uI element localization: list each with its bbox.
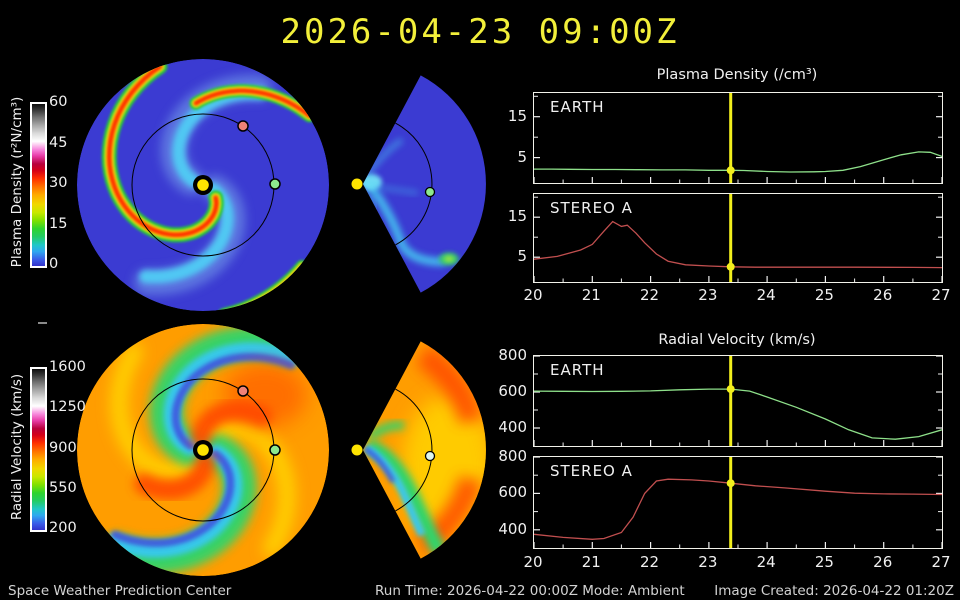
velocity-meridional-wedge	[351, 341, 486, 559]
y-tick-label: 5	[517, 247, 527, 266]
velocity-wedge-streaks	[363, 344, 486, 556]
earth-marker	[424, 450, 436, 462]
velocity-colorbar-label: Radial Velocity (km/s)	[9, 373, 25, 521]
sun-icon	[351, 178, 363, 190]
colorbar-tick-label: 0	[49, 256, 59, 272]
earth-marker	[424, 186, 436, 198]
colorbar-tick-label: 45	[49, 135, 68, 151]
colorbar-tick-label: 15	[49, 216, 68, 232]
y-tick-label: 800	[498, 447, 527, 465]
y-tick-label: 600	[498, 483, 527, 502]
earth-orbit-arc	[395, 388, 433, 512]
page-title: 2026-04-23 09:00Z	[280, 12, 680, 52]
cir-arm-red	[107, 65, 219, 237]
footer-run-time: Run Time: 2026-04-22 00:00Z Mode: Ambien…	[375, 583, 685, 599]
current-time-marker-dot	[726, 385, 735, 394]
density-earth-panel: EARTH	[533, 92, 943, 184]
blue-core	[111, 450, 235, 547]
x-tick-label: 27	[931, 286, 951, 304]
current-time-marker-dot	[726, 479, 735, 488]
y-tick-label: 400	[498, 418, 527, 436]
blue-core	[171, 353, 295, 450]
fast-stream-blob	[223, 363, 307, 427]
x-tick-label: 27	[931, 553, 951, 571]
x-tick-label: 22	[640, 553, 660, 571]
density-series-line	[534, 151, 942, 173]
y-tick-label: 400	[498, 519, 527, 538]
colorbar-tick-label: 900	[49, 440, 77, 456]
yellow-band	[110, 342, 205, 481]
yellow-band	[201, 419, 296, 558]
earth-marker	[269, 444, 281, 456]
panel-label: STEREO A	[550, 462, 633, 480]
velocity-series-line	[534, 478, 942, 540]
y-tick-label: 5	[517, 147, 527, 166]
y-tick-label: 600	[498, 382, 527, 400]
x-tick-label: 25	[814, 553, 834, 571]
panel-label: STEREO A	[550, 199, 633, 217]
colorbar-tick-label: 1600	[49, 359, 86, 375]
stereo-a-marker	[237, 120, 249, 132]
fast-stream-core	[134, 451, 216, 500]
colorbar-tick-label: 30	[49, 175, 68, 191]
panel-label: EARTH	[550, 98, 605, 116]
density-colorbar-gradient	[30, 102, 47, 268]
x-tick-label: 22	[640, 286, 660, 304]
colorbar-tick-label: 60	[49, 94, 68, 110]
sun-icon	[197, 179, 209, 191]
x-tick-label: 21	[581, 286, 601, 304]
density-colorbar-label: Plasma Density (r²N/cm³)	[9, 96, 25, 268]
density-ecliptic-map	[77, 59, 329, 311]
velocity-stereo-a-panel: STEREO A	[533, 456, 943, 549]
density-chart-title: Plasma Density (/cm³)	[656, 67, 818, 83]
colorbar-tick-label: 1250	[49, 399, 86, 415]
density-meridional-wedge	[351, 75, 486, 293]
x-tick-label: 21	[581, 553, 601, 571]
x-tick-label: 24	[756, 553, 776, 571]
footer-image-created: Image Created: 2026-04-22 01:20Z	[714, 583, 954, 599]
x-tick-label: 23	[698, 286, 718, 304]
x-tick-label: 23	[698, 553, 718, 571]
panel-label: EARTH	[550, 361, 605, 379]
footer-org: Space Weather Prediction Center	[8, 583, 232, 599]
stray-mark	[38, 322, 47, 324]
x-tick-label: 26	[873, 286, 893, 304]
x-tick-label: 24	[756, 286, 776, 304]
velocity-ecliptic-map	[77, 324, 329, 576]
sun-icon	[197, 444, 209, 456]
velocity-series-line	[534, 388, 942, 440]
density-series-line	[534, 220, 942, 269]
x-tick-label: 25	[814, 286, 834, 304]
sun-icon	[351, 444, 363, 456]
earth-marker	[269, 178, 281, 190]
density-stereo-a-panel: STEREO A	[533, 193, 943, 283]
velocity-chart-title: Radial Velocity (km/s)	[658, 332, 816, 348]
cir-arm-red	[194, 89, 311, 118]
x-tick-label: 20	[523, 286, 543, 304]
velocity-earth-panel: EARTH	[533, 355, 943, 447]
velocity-spiral-arms	[101, 326, 307, 574]
density-wedge-sector	[363, 75, 486, 293]
y-tick-label: 800	[498, 346, 527, 364]
x-tick-label: 20	[523, 553, 543, 571]
current-time-marker-dot	[726, 166, 735, 175]
stereo-a-marker	[237, 385, 249, 397]
earth-orbit-arc	[395, 122, 433, 246]
velocity-colorbar-gradient	[30, 367, 47, 532]
colorbar-tick-label: 200	[49, 520, 77, 536]
x-tick-label: 26	[873, 553, 893, 571]
y-tick-label: 15	[507, 207, 527, 226]
current-time-marker-dot	[726, 262, 735, 271]
y-tick-label: 15	[507, 106, 527, 125]
colorbar-tick-label: 550	[49, 480, 77, 496]
